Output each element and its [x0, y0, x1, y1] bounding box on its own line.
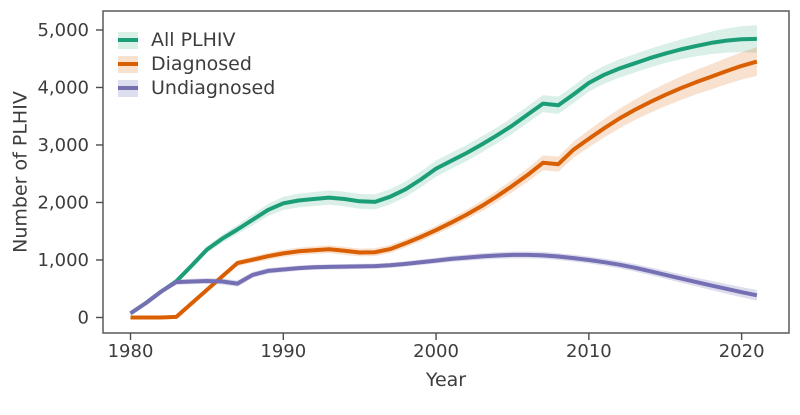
legend-line [118, 86, 138, 90]
series-band-diagnosed [130, 47, 757, 318]
x-tick-label: 1990 [260, 341, 306, 362]
y-tick-label: 2,000 [37, 192, 89, 213]
legend-item-all-plhiv: All PLHIV [118, 29, 275, 51]
legend-item-undiagnosed: Undiagnosed [118, 77, 276, 99]
plot-border [102, 10, 790, 334]
series-line-undiagnosed [129, 252, 758, 316]
legend-label-diagnosed: Diagnosed [151, 53, 252, 75]
series-line-all-plhiv [129, 36, 757, 316]
legend-line [118, 38, 138, 42]
series-band-all-plhiv [130, 25, 757, 315]
x-tick-label: 2000 [413, 341, 459, 362]
legend-swatch-icon [118, 55, 138, 73]
y-tick-label: 1,000 [37, 250, 89, 271]
legend: All PLHIV Diagnosed Undiagnosed [118, 31, 275, 103]
y-tick-label: 4,000 [37, 77, 89, 98]
legend-label-all-plhiv: All PLHIV [151, 29, 236, 51]
y-tick-label: 5,000 [37, 20, 89, 41]
series-line-diagnosed [130, 59, 758, 320]
x-tick-label: 2010 [566, 341, 612, 362]
y-axis-title: Number of PLHIV [9, 91, 32, 253]
x-tick-label: 1980 [108, 341, 154, 362]
legend-item-diagnosed: Diagnosed [118, 53, 275, 75]
y-tick-label: 0 [78, 307, 89, 328]
legend-swatch-icon [118, 31, 138, 49]
legend-label-undiagnosed: Undiagnosed [151, 77, 276, 99]
y-tick-label: 3,000 [37, 135, 89, 156]
legend-swatch-icon [118, 79, 138, 97]
x-axis-title: Year [425, 369, 467, 391]
x-tick-label: 2020 [719, 341, 765, 362]
legend-line [118, 62, 138, 66]
